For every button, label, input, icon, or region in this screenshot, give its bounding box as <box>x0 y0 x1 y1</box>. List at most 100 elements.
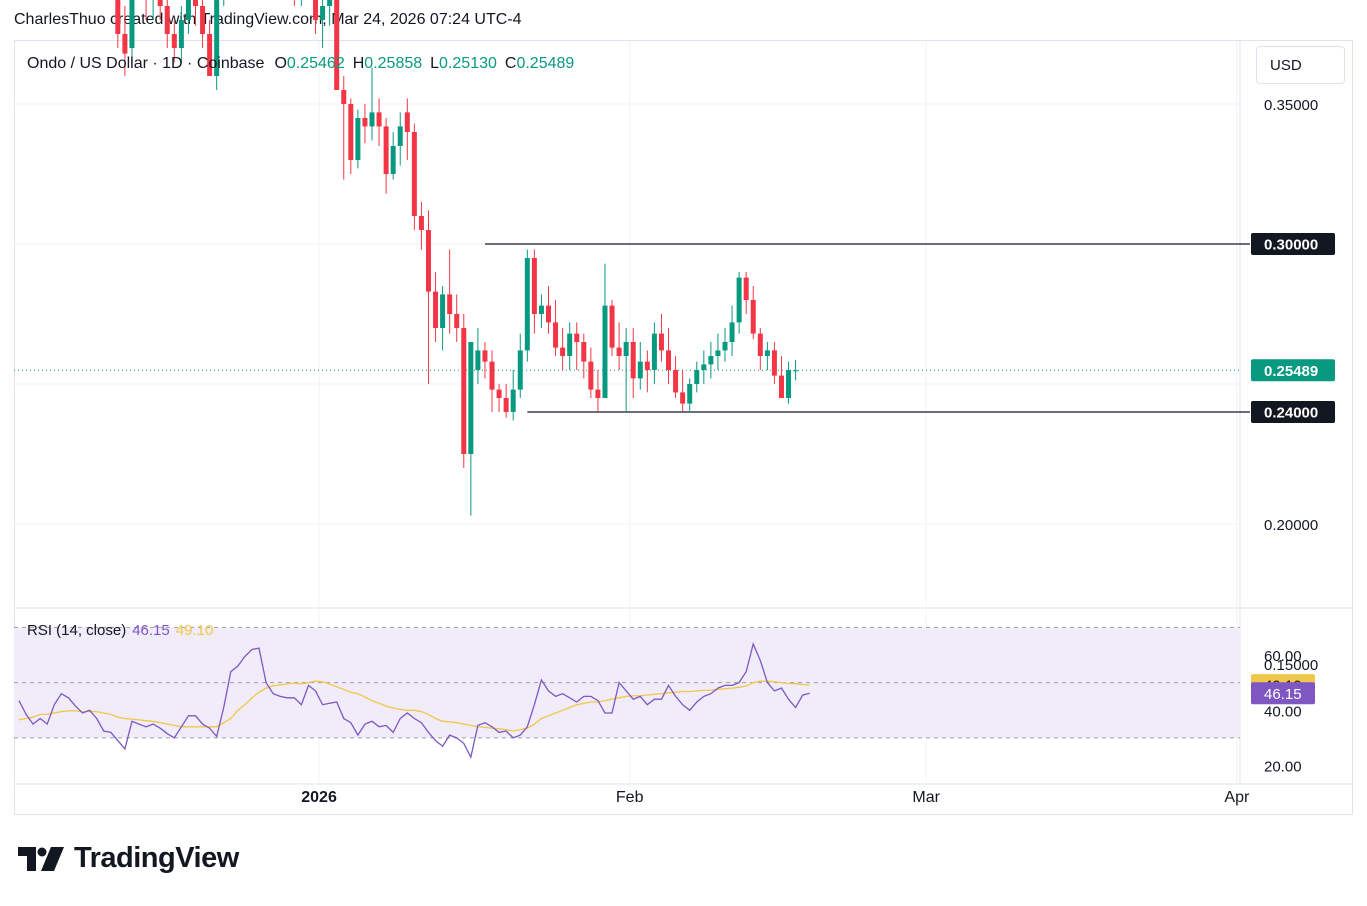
candle-body <box>185 0 191 20</box>
candle-body <box>524 258 530 351</box>
candle-body <box>433 291 439 328</box>
time-tick-label: Apr <box>1224 789 1250 806</box>
candle-body <box>666 350 672 370</box>
candle-body <box>567 333 573 356</box>
price-tick-label: 0.35000 <box>1264 97 1318 114</box>
candle-body <box>651 333 657 370</box>
open-value: 0.25462 <box>286 55 345 72</box>
candle-body <box>468 342 474 454</box>
candle-body <box>320 6 326 20</box>
candle-body <box>383 126 389 174</box>
symbol-name: Ondo / US Dollar · 1D · Coinbase <box>27 55 265 72</box>
time-tick-label: Mar <box>912 789 940 806</box>
brand-name: TradingView <box>74 842 239 874</box>
candle-body <box>171 34 177 48</box>
candle-body <box>503 398 509 412</box>
rsi-legend-label: RSI (14, close) <box>27 622 127 639</box>
low-label: L <box>430 55 440 72</box>
candle-body <box>574 333 580 342</box>
candle-body <box>334 0 340 90</box>
candle-body <box>616 347 622 356</box>
candle-body <box>680 392 686 404</box>
candle-body <box>517 350 523 390</box>
candle-body <box>178 20 184 48</box>
candle-body <box>348 104 354 160</box>
candle-body <box>708 356 714 365</box>
close-label: C <box>504 55 517 72</box>
candle-body <box>207 34 213 76</box>
symbol-legend: Ondo / US Dollar · 1D · Coinbase O 0.254… <box>27 55 584 73</box>
candle-body <box>581 342 587 362</box>
candle-body <box>440 294 446 328</box>
candle-body <box>397 126 403 146</box>
rsi-line <box>18 641 810 760</box>
candle-body <box>602 305 608 398</box>
candle-body <box>750 300 756 334</box>
candle-body <box>793 370 799 372</box>
currency-button[interactable]: USD <box>1256 46 1345 84</box>
candle-body <box>531 258 537 314</box>
candle-body <box>673 370 679 393</box>
candle-body <box>200 6 206 34</box>
candle-body <box>482 350 488 362</box>
candle-body <box>644 361 650 370</box>
low-value: 0.25130 <box>439 55 497 72</box>
candle-body <box>701 364 707 370</box>
price-tick-label: 0.20000 <box>1264 517 1318 534</box>
candle-body <box>425 230 431 292</box>
candle-body <box>447 294 453 314</box>
rsi-tick-label: 20.00 <box>1264 759 1302 776</box>
candle-body <box>694 370 700 384</box>
tradingview-brand[interactable]: TradingView <box>18 842 239 875</box>
candle-body <box>327 0 333 6</box>
rsi-value-text: 46.15 <box>1264 686 1302 703</box>
candle-body <box>637 361 643 379</box>
candle-body <box>553 322 559 348</box>
price-label-tag <box>1251 359 1335 382</box>
candle-body <box>355 118 361 160</box>
candle-body <box>475 350 481 370</box>
price-label-text: 0.30000 <box>1264 237 1318 254</box>
price-label-tag <box>1251 233 1335 255</box>
candle-body <box>757 333 763 356</box>
high-value: 0.25858 <box>364 55 423 72</box>
candle-body <box>609 305 615 348</box>
candle-body <box>778 375 784 398</box>
candle-body <box>454 314 460 328</box>
candle-body <box>736 277 742 323</box>
candle-body <box>623 342 629 356</box>
candle-body <box>115 0 121 34</box>
candle-body <box>129 0 135 48</box>
candle-body <box>595 389 601 398</box>
candle-body <box>157 0 163 6</box>
candle-body <box>404 112 410 132</box>
candle-body <box>461 328 467 454</box>
candle-body <box>546 305 551 323</box>
rsi-ma-legend-value: 49.10 <box>175 622 214 639</box>
candle-body <box>764 350 770 356</box>
candle-body <box>418 216 424 230</box>
candle-body <box>722 342 728 351</box>
candle-body <box>786 370 792 398</box>
chart-frame <box>14 40 1353 815</box>
candle-body <box>729 322 735 342</box>
candle-body <box>496 389 502 398</box>
rsi-ma-line <box>18 680 810 732</box>
candle-body <box>771 350 777 376</box>
price-label-tag <box>1251 401 1335 423</box>
rsi-legend: RSI (14, close) 46.15 49.10 <box>27 622 213 639</box>
candle-body <box>560 347 566 356</box>
candle-body <box>538 305 544 314</box>
candle-body <box>489 361 495 390</box>
candle-body <box>743 277 749 300</box>
candle-body <box>715 350 721 356</box>
candle-body <box>510 389 516 412</box>
candle-body <box>193 0 198 6</box>
rsi-value-tag <box>1251 682 1315 705</box>
price-label-text: 0.24000 <box>1264 405 1318 422</box>
price-label-text: 0.25489 <box>1264 363 1318 380</box>
rsi-legend-value: 46.15 <box>132 622 170 639</box>
rsi-tick-label: 60.00 <box>1264 648 1302 665</box>
candle-body <box>588 361 594 390</box>
